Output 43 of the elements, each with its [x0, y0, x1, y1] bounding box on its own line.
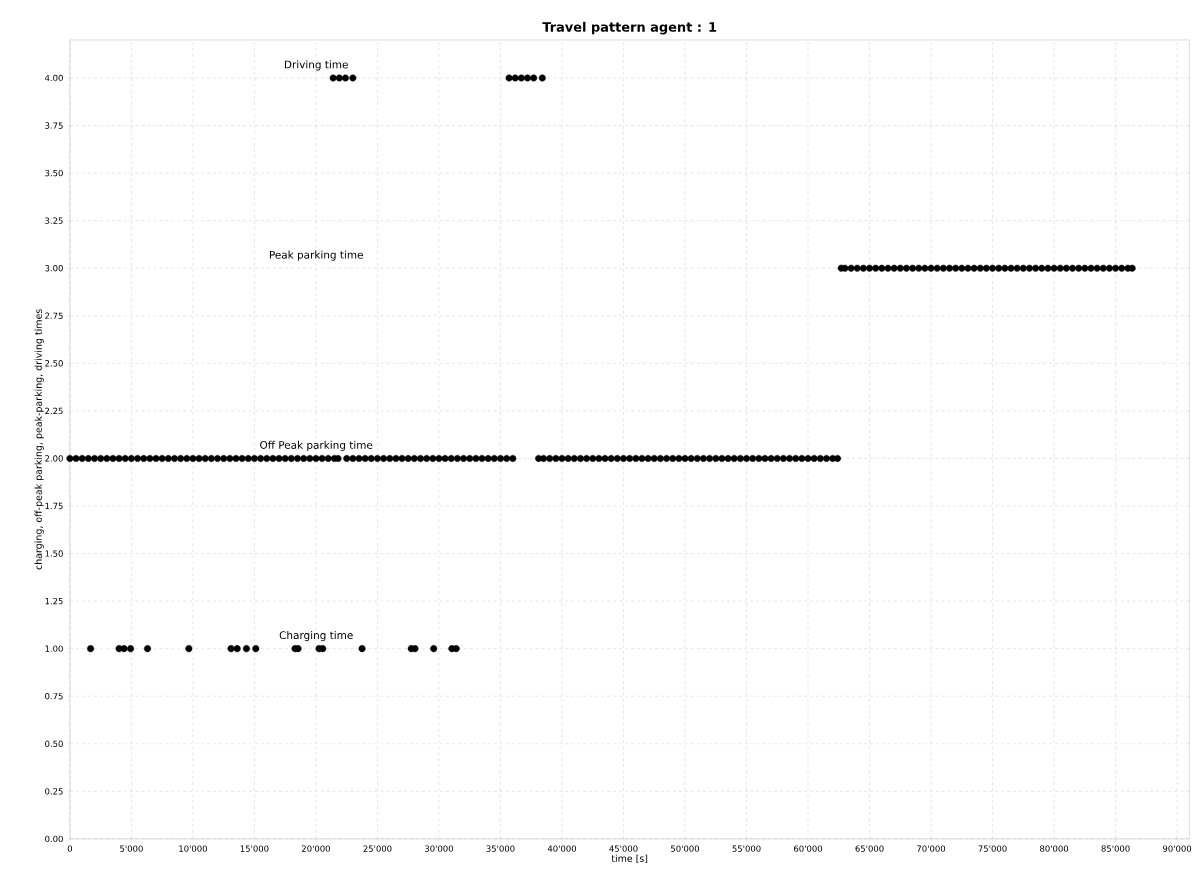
annotation: Charging time	[279, 631, 353, 642]
annotation: Peak parking time	[269, 250, 363, 261]
y-tick-label: 2.50	[45, 360, 63, 367]
chart-title: Travel pattern agent : 1	[542, 21, 717, 35]
y-tick-label: 0.25	[45, 788, 63, 795]
y-tick-label: 3.50	[45, 169, 63, 177]
x-tick-label: 70'000	[917, 845, 946, 852]
y-tick-label: 2.00	[45, 455, 63, 462]
y-tick-label: 3.75	[45, 122, 63, 129]
y-tick-label: 1.50	[45, 550, 63, 557]
y-tick-label: 1.25	[45, 598, 63, 605]
x-tick-label: 35'000	[486, 845, 515, 852]
x-tick-label: 30'000	[424, 845, 454, 852]
x-tick-label: 80'000	[1040, 845, 1069, 852]
x-tick-label: 65'000	[855, 845, 884, 852]
x-axis-title: time [s]	[611, 854, 648, 864]
x-tick-label: 0	[67, 845, 73, 852]
y-axis-title: charging, off-peak parking, peak-parking, driving times	[34, 309, 44, 570]
annotation: Off Peak parking time	[260, 440, 373, 452]
y-tick-label: 3.25	[45, 217, 63, 224]
x-tick-label: 45'000	[609, 845, 638, 852]
x-tick-label: 15'000	[240, 845, 269, 852]
annotation: Driving time	[284, 60, 348, 71]
x-tick-label: 75'000	[978, 845, 1007, 852]
y-tick-label: 3.00	[45, 265, 63, 272]
x-tick-label: 85'000	[1101, 845, 1130, 852]
y-tick-label: 1.00	[45, 645, 63, 652]
x-tick-label: 20'000	[301, 845, 330, 852]
x-tick-label: 25'000	[363, 845, 392, 852]
y-tick-label: 1.75	[45, 502, 63, 510]
x-tick-label: 5'000	[120, 845, 143, 852]
x-tick-label: 40'000	[547, 845, 577, 852]
y-tick-label: 0.00	[45, 835, 63, 843]
y-tick-label: 2.25	[45, 407, 63, 415]
y-tick-label: 0.50	[45, 740, 63, 748]
x-tick-label: 55'000	[732, 845, 761, 852]
x-tick-label: 90'000	[1163, 845, 1192, 852]
x-tick-label: 60'000	[794, 845, 823, 852]
x-tick-label: 10'000	[179, 845, 207, 852]
y-tick-label: 0.75	[45, 693, 63, 700]
x-tick-label: 50'000	[671, 845, 700, 852]
y-tick-label: 2.75	[45, 312, 63, 320]
y-tick-label: 4.00	[44, 74, 63, 82]
